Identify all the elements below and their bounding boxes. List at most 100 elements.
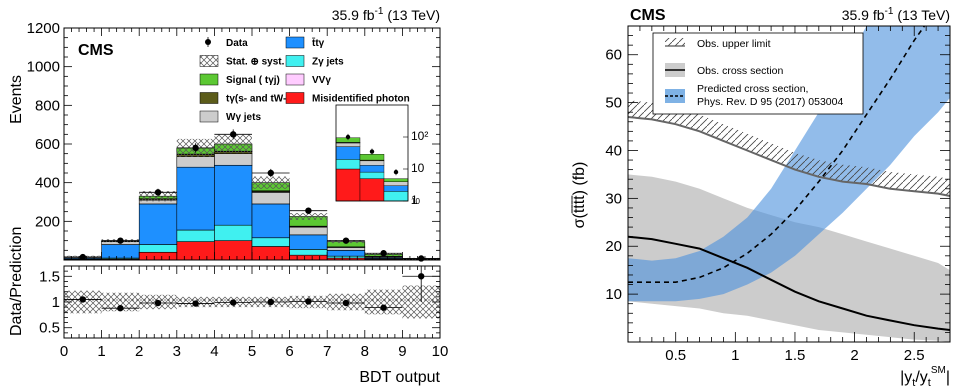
left-x-ticks-main — [63, 28, 441, 260]
bar-w-jets-3 — [176, 156, 215, 168]
left-x-ticks: 0 1 2 3 4 5 6 7 8 9 10 — [60, 266, 449, 360]
upper-limit-hatch — [628, 100, 950, 196]
predicted-cross-section-line — [628, 26, 926, 283]
data-point-2 — [154, 189, 162, 196]
inset-bar — [335, 142, 361, 147]
legend-entry-8: Wγ jets — [199, 110, 261, 123]
right-x-axis-label: |yt/ytSM| — [900, 365, 950, 387]
right-x-tick-label-2.5: 2.5 — [904, 347, 925, 364]
svg-text:Wγ jets: Wγ jets — [226, 112, 261, 123]
left-x-axis-label: BDT output — [359, 369, 440, 386]
right-frame — [627, 25, 951, 343]
left-y-ticks: 200 400 600 800 1000 1200 — [27, 20, 440, 261]
right-y-tick-label-50: 50 — [605, 95, 622, 112]
data-point-8 — [380, 250, 387, 257]
bar-z-jets-2 — [138, 244, 178, 253]
uncertainty-bin-2 — [139, 191, 177, 202]
bar-misidentified-photon-2 — [138, 251, 178, 260]
right-cms-label: CMS — [630, 7, 666, 24]
inset-bar — [359, 171, 385, 179]
svg-text:Phys. Rev. D 95 (2017) 053004: Phys. Rev. D 95 (2017) 053004 — [697, 96, 843, 108]
x-tick-label-3: 3 — [173, 343, 181, 360]
bar-w-jets-7 — [326, 247, 366, 251]
legend-entry-obs-cross-section: Obs. cross section — [665, 63, 784, 77]
bar-t-t--1 — [101, 244, 140, 259]
legend-entry-4: Signal ( tγj) — [199, 73, 280, 86]
ratio-y-ticks: 0.5 1 1.5 — [39, 265, 440, 339]
bar-w-jets-4 — [214, 153, 253, 166]
data-point-4 — [230, 131, 237, 138]
legend-entry-0: Data — [205, 37, 248, 49]
y-tick-label-600: 600 — [35, 136, 60, 153]
legend-entry-1: t̄tγ — [285, 36, 325, 49]
inset-bar — [383, 191, 409, 202]
ratio-tick-label: 0.5 — [39, 320, 60, 337]
inset-bar — [383, 178, 409, 182]
bar-t-t--7 — [326, 250, 366, 257]
inset-bar — [383, 185, 409, 192]
inset-tick-label: 10² — [411, 129, 428, 143]
x-tick-label-1: 1 — [97, 343, 105, 360]
data-points — [64, 129, 440, 262]
right-y-tick-label-60: 60 — [605, 47, 622, 64]
ratio-point-6 — [305, 298, 312, 305]
data-point-0 — [79, 253, 87, 261]
inset-bar — [383, 181, 409, 186]
x-tick-label-2: 2 — [135, 343, 143, 360]
legend-entry-6: tγ(s- and tW-) — [199, 92, 290, 105]
left-cms-label: CMS — [78, 42, 114, 59]
bar-z-jets-5 — [251, 237, 290, 247]
x-tick-label-8: 8 — [361, 343, 369, 360]
bar-t-t--3 — [176, 166, 215, 231]
bar-misidentified-photon-5 — [251, 246, 290, 260]
x-tick-label-10: 10 — [432, 343, 449, 360]
left-main-plot: 200 400 600 800 1000 1200 — [27, 20, 441, 262]
ratio-point-8 — [380, 304, 387, 311]
svg-text:Data: Data — [226, 38, 248, 49]
inset-bar — [335, 159, 361, 170]
right-x-tick-label-1.5: 1.5 — [785, 347, 806, 364]
ratio-tick-label: 1.5 — [39, 268, 60, 285]
svg-text:Predicted cross section,: Predicted cross section, — [697, 83, 808, 95]
ratio-point-7 — [342, 299, 350, 307]
legend-entry-5: VVγ — [285, 73, 331, 86]
right-y-tick-label-20: 20 — [605, 238, 622, 255]
data-point-9 — [418, 255, 425, 262]
y-tick-label-1000: 1000 — [27, 59, 60, 76]
data-point-1 — [117, 237, 124, 244]
data-point-3 — [192, 144, 199, 152]
uncertainty-bin-6 — [289, 213, 328, 220]
ratio-point-0 — [79, 296, 87, 303]
inset-bar — [335, 146, 361, 160]
left-y-axis-label: Events — [8, 75, 25, 124]
inset-tick-label: 10 — [411, 161, 425, 175]
svg-text:Stat. ⊕ syst.: Stat. ⊕ syst. — [226, 57, 285, 68]
bar-z-jets-6 — [289, 249, 328, 256]
legend-entry-3: Zγ jets — [285, 55, 344, 68]
y-tick-label-200: 200 — [35, 213, 60, 230]
stacked-bars — [64, 143, 440, 260]
left-ratio-y-axis-label: Data/Prediction — [8, 227, 25, 336]
ratio-point-1 — [117, 304, 124, 312]
x-tick-label-0: 0 — [60, 343, 68, 360]
legend-entry-obs-upper-limit: Obs. upper limit — [665, 38, 771, 50]
bar-misidentified-photon-6 — [289, 254, 328, 260]
ratio-point-3 — [192, 300, 199, 307]
x-tick-label-4: 4 — [210, 343, 218, 360]
ratio-point-2 — [154, 299, 162, 307]
svg-text:Obs. upper limit: Obs. upper limit — [697, 38, 771, 50]
svg-text:Obs. cross section: Obs. cross section — [697, 65, 784, 77]
inset-bar — [359, 165, 385, 173]
y-tick-label-1200: 1200 — [27, 20, 60, 37]
data-point-7 — [342, 237, 350, 244]
ratio-point-4 — [230, 299, 237, 306]
inset-tick-label: 1 — [411, 193, 418, 207]
right-plot: 0.5 1 1.5 2 2.5 10 20 30 40 50 60 — [605, 25, 951, 364]
bar-z-jets-3 — [176, 229, 215, 242]
data-point-6 — [305, 207, 312, 214]
uncertainty-bin-4 — [214, 134, 252, 154]
svg-text:Misidentified photon: Misidentified photon — [312, 94, 410, 105]
right-x-tick-label-2: 2 — [850, 347, 858, 364]
svg-text:tγ(s- and tW-): tγ(s- and tW-) — [226, 94, 290, 105]
